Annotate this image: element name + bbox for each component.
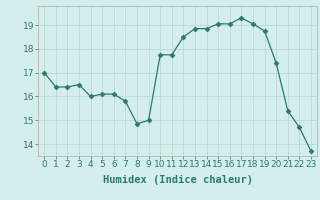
- X-axis label: Humidex (Indice chaleur): Humidex (Indice chaleur): [103, 175, 252, 185]
